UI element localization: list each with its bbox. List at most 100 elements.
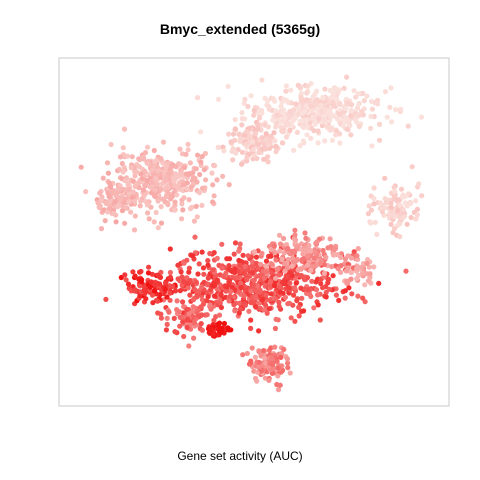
data-point	[156, 168, 162, 174]
data-point	[322, 138, 328, 144]
data-point	[317, 317, 323, 323]
data-point	[273, 123, 279, 129]
data-point	[240, 252, 246, 258]
data-point	[179, 216, 185, 222]
data-point	[149, 167, 155, 173]
data-point	[152, 193, 158, 199]
data-point	[174, 298, 180, 304]
data-point	[315, 140, 321, 146]
data-point	[172, 199, 178, 205]
data-point	[337, 140, 343, 146]
data-point	[315, 128, 321, 134]
data-point	[218, 328, 224, 334]
data-point	[359, 271, 366, 277]
data-point	[326, 286, 332, 292]
data-point	[298, 90, 305, 96]
data-point	[321, 117, 328, 123]
data-point	[371, 185, 377, 191]
data-point	[211, 317, 217, 323]
data-point	[333, 132, 339, 138]
data-point	[122, 272, 128, 278]
data-point	[173, 164, 179, 170]
data-point	[219, 265, 225, 271]
data-point	[165, 202, 171, 208]
data-point	[185, 316, 191, 322]
data-point	[355, 102, 362, 108]
data-point	[261, 275, 267, 281]
data-point	[368, 220, 374, 226]
data-point	[180, 207, 186, 213]
data-point	[226, 298, 232, 304]
data-point	[301, 308, 307, 314]
data-point	[366, 203, 372, 209]
data-point	[392, 188, 398, 194]
data-point	[201, 167, 207, 173]
data-point	[179, 201, 185, 207]
data-point	[409, 164, 415, 170]
data-point	[388, 221, 394, 227]
data-point	[132, 213, 138, 219]
data-point	[273, 316, 279, 322]
data-point	[164, 294, 170, 300]
data-point	[419, 193, 425, 199]
data-point	[285, 245, 291, 252]
data-point	[185, 141, 191, 147]
data-point	[336, 297, 342, 303]
data-point	[260, 348, 267, 354]
data-point	[166, 309, 172, 315]
data-point	[248, 288, 254, 294]
data-point	[152, 187, 158, 193]
data-point	[263, 263, 269, 269]
data-point	[344, 281, 351, 287]
data-point	[292, 115, 298, 121]
data-point	[201, 271, 207, 277]
data-point	[180, 260, 186, 266]
data-point	[349, 291, 355, 297]
data-point	[297, 143, 303, 149]
data-point	[104, 160, 111, 166]
data-point	[263, 258, 270, 264]
data-point	[107, 184, 114, 190]
data-point	[169, 194, 175, 200]
data-point	[287, 269, 293, 275]
data-point	[163, 174, 170, 180]
data-point	[151, 147, 157, 154]
data-point	[375, 101, 381, 107]
data-point	[184, 324, 190, 331]
data-point	[324, 124, 330, 130]
data-point	[338, 269, 344, 275]
data-point	[354, 266, 360, 272]
data-point	[211, 250, 217, 256]
data-point	[317, 260, 323, 267]
data-point	[344, 126, 350, 132]
data-point	[257, 289, 263, 295]
data-point	[216, 312, 223, 318]
data-point	[262, 146, 268, 152]
data-point	[253, 304, 259, 310]
data-point	[332, 245, 339, 252]
data-point	[137, 203, 143, 209]
data-point	[381, 205, 387, 211]
data-point	[304, 90, 310, 96]
data-point	[172, 207, 178, 213]
data-point	[191, 320, 198, 326]
data-point	[187, 160, 193, 166]
data-point	[137, 283, 143, 289]
data-point	[277, 248, 283, 254]
data-point	[128, 165, 134, 171]
data-point	[160, 160, 166, 166]
data-point	[264, 310, 270, 316]
data-point	[368, 207, 375, 213]
data-point	[256, 328, 262, 334]
data-point	[304, 117, 310, 123]
data-point	[175, 262, 181, 268]
data-point	[418, 114, 424, 120]
data-point	[265, 159, 271, 165]
data-point	[239, 116, 245, 122]
data-point	[158, 311, 164, 317]
data-point	[240, 352, 246, 358]
data-point	[355, 246, 361, 252]
data-point	[167, 274, 173, 280]
data-point	[236, 248, 242, 254]
data-point	[106, 205, 113, 211]
